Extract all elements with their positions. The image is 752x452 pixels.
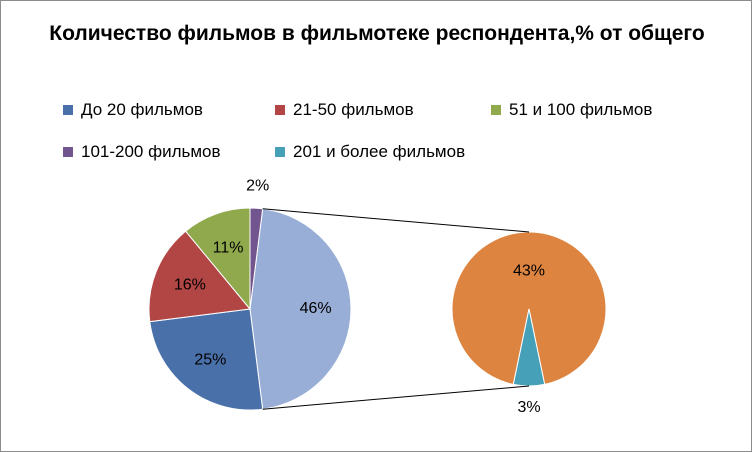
legend-item-2: 51 и 100 фильмов bbox=[491, 100, 652, 120]
main-slice-label-2: 11% bbox=[213, 239, 244, 256]
main-slice-0 bbox=[149, 308, 264, 411]
secondary-slice-label-0: 43% bbox=[513, 262, 545, 279]
legend-label-2: 51 и 100 фильмов bbox=[509, 100, 653, 119]
legend-swatch-4 bbox=[275, 147, 285, 157]
main-slice-label-0: 25% bbox=[194, 351, 226, 368]
main-slice-label-3: 2% bbox=[246, 177, 269, 194]
main-slice-2 bbox=[184, 207, 251, 311]
legend-label-1: 21-50 фильмов bbox=[293, 100, 414, 119]
other-slice bbox=[249, 208, 352, 410]
legend-item-1: 21-50 фильмов bbox=[275, 100, 414, 120]
legend-item-3: 101-200 фильмов bbox=[63, 142, 221, 162]
secondary-slice-1 bbox=[512, 308, 546, 387]
connector-line-bottom bbox=[262, 385, 530, 410]
chart-title: Количество фильмов в фильмотеке респонде… bbox=[49, 22, 705, 45]
legend-swatch-1 bbox=[275, 105, 285, 115]
main-slice-label-1: 16% bbox=[174, 276, 206, 293]
legend-item-0: До 20 фильмов bbox=[63, 100, 203, 120]
legend-swatch-3 bbox=[63, 147, 73, 157]
secondary-slice-label-1: 3% bbox=[517, 399, 540, 416]
legend-item-4: 201 и более фильмов bbox=[275, 142, 465, 162]
other-slice-label: 46% bbox=[300, 300, 332, 317]
main-slice-1 bbox=[148, 230, 251, 323]
legend-label-0: До 20 фильмов bbox=[81, 100, 203, 119]
legend-label-3: 101-200 фильмов bbox=[81, 142, 221, 161]
legend-swatch-0 bbox=[63, 105, 73, 115]
legend-label-4: 201 и более фильмов bbox=[293, 142, 466, 161]
main-slice-3 bbox=[249, 207, 264, 310]
connector-line-top bbox=[262, 208, 530, 233]
legend-swatch-2 bbox=[491, 105, 501, 115]
